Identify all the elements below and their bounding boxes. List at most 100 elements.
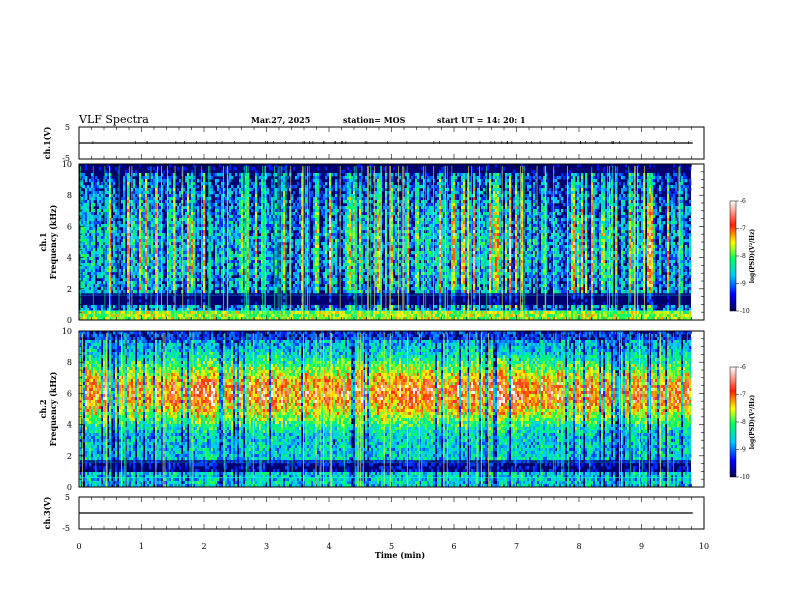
spectrogram-cell (239, 275, 241, 278)
spectrogram-cell (217, 197, 219, 200)
spectrogram-cell (271, 260, 273, 263)
spectrogram-cell (179, 305, 181, 308)
spectrogram-cell (275, 221, 277, 224)
spectrogram-cell (123, 281, 125, 284)
spectrogram-cell (203, 272, 205, 275)
spectrogram-cell (221, 173, 223, 176)
spectrogram-cell (351, 260, 353, 263)
spectrogram-cell (335, 221, 337, 224)
spectrogram-cell (143, 239, 145, 242)
spectrogram-cell (231, 221, 233, 224)
spectrogram-cell (239, 263, 241, 266)
spectrogram-cell (139, 251, 141, 254)
spectrogram-cell (183, 236, 185, 239)
spectrogram-cell (123, 221, 125, 224)
spectrogram-cell (237, 263, 239, 266)
spectrogram-cell (101, 218, 103, 221)
spectrogram-cell (159, 278, 161, 281)
spectrogram-cell (249, 314, 251, 317)
spectrogram-cell (217, 260, 219, 263)
spectrogram-cell (269, 167, 271, 170)
spectrogram-cell (255, 197, 257, 200)
spectrogram-cell (325, 218, 327, 221)
spectrogram-cell (317, 251, 319, 254)
spectrogram-cell (191, 182, 193, 185)
spectrogram-cell (237, 305, 239, 308)
spectrogram-cell (275, 206, 277, 209)
spectrogram-cell (123, 191, 125, 194)
spectrogram-cell (99, 239, 101, 242)
spectrogram-cell (347, 212, 349, 215)
spectrogram-cell (261, 242, 263, 245)
spectrogram-cell (237, 218, 239, 221)
spectrogram-cell (163, 311, 165, 314)
spectrogram-cell (185, 269, 187, 272)
spectrogram-cell (115, 209, 117, 212)
spectrogram-cell (213, 167, 215, 170)
spectrogram-cell (337, 242, 339, 245)
spectrogram-cell (241, 239, 243, 242)
spectrogram-cell (329, 254, 331, 257)
spectrogram-cell (267, 173, 269, 176)
spectrogram-cell (291, 239, 293, 242)
spectrogram-cell (179, 260, 181, 263)
spectrogram-cell (137, 314, 139, 317)
spectrogram-cell (199, 191, 201, 194)
spectrogram-cell (313, 212, 315, 215)
spectrogram-cell (197, 233, 199, 236)
spectrogram-cell (297, 281, 299, 284)
spectrogram-cell (139, 173, 141, 176)
spectrogram-cell (271, 287, 273, 290)
spectrogram-cell (231, 200, 233, 203)
spectrogram-cell (237, 290, 239, 293)
spectrogram-cell (317, 236, 319, 239)
spectrogram-cell (133, 263, 135, 266)
spectrogram-cell (189, 281, 191, 284)
spectrogram-cell (113, 248, 115, 251)
spectrogram-cell (113, 281, 115, 284)
spectrogram-cell (207, 215, 209, 218)
spectrogram-cell (183, 266, 185, 269)
spectrogram-cell (137, 203, 139, 206)
spectrogram-cell (281, 248, 283, 251)
spectrogram-cell (349, 245, 351, 248)
spectrogram-cell (215, 227, 217, 230)
spectrogram-cell (107, 251, 109, 254)
spectrogram-cell (317, 194, 319, 197)
spectrogram-cell (229, 242, 231, 245)
spectrogram-cell (237, 212, 239, 215)
spectrogram-cell (295, 281, 297, 284)
spectrogram-cell (349, 239, 351, 242)
spectrogram-cell (349, 275, 351, 278)
spectrogram-cell (261, 248, 263, 251)
spectrogram-cell (313, 251, 315, 254)
spectrogram-cell (183, 260, 185, 263)
spectrogram-cell (197, 269, 199, 272)
spectrogram-cell (101, 200, 103, 203)
spectrogram-cell (217, 185, 219, 188)
spectrogram-cell (145, 296, 147, 299)
spectrogram-cell (95, 290, 97, 293)
spectrogram-cell (145, 236, 147, 239)
spectrogram-cell (335, 230, 337, 233)
spectrogram-cell (351, 224, 353, 227)
spectrogram-cell (87, 311, 89, 314)
spectrogram-cell (239, 305, 241, 308)
spectrogram-cell (213, 212, 215, 215)
spectrogram-cell (125, 233, 127, 236)
spectrogram-cell (249, 194, 251, 197)
spectrogram-cell (293, 254, 295, 257)
spectrogram-cell (83, 224, 85, 227)
spectrogram-cell (155, 251, 157, 254)
spectrogram-cell (121, 314, 123, 317)
spectrogram-cell (291, 230, 293, 233)
spectrogram-cell (219, 206, 221, 209)
spectrogram-cell (213, 221, 215, 224)
spectrogram-cell (249, 311, 251, 314)
spectrogram-cell (331, 236, 333, 239)
spectrogram-cell (99, 185, 101, 188)
spectrogram-cell (235, 221, 237, 224)
spectrogram-cell (313, 287, 315, 290)
spectrogram-cell (147, 248, 149, 251)
spectrogram-cell (257, 263, 259, 266)
